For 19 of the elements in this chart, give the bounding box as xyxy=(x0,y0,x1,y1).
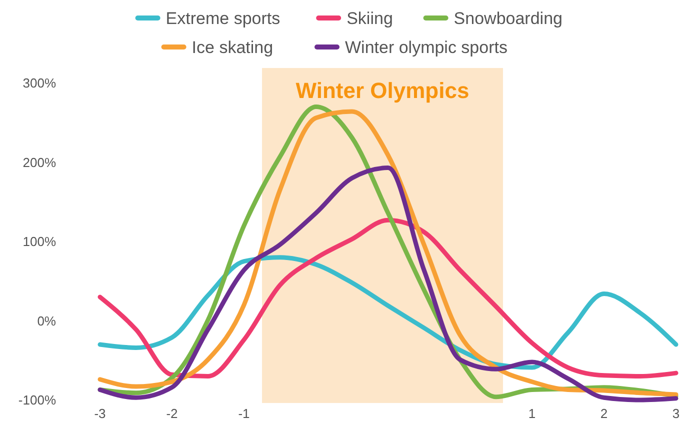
x-tick-label: 3 xyxy=(672,406,680,421)
legend-label: Extreme sports xyxy=(166,8,280,28)
x-tick-label: -3 xyxy=(94,406,106,421)
x-tick-label: 2 xyxy=(600,406,608,421)
x-tick-label: -2 xyxy=(166,406,178,421)
line-series xyxy=(98,218,678,378)
y-tick-label: 0% xyxy=(37,313,56,328)
x-tick-label: 1 xyxy=(528,406,536,421)
legend-label: Winter olympic sports xyxy=(345,38,508,57)
y-tick-label: 100% xyxy=(22,234,56,250)
legend-label: Snowboarding xyxy=(454,8,563,28)
legend-label: Skiing xyxy=(346,8,393,28)
x-tick-label: -1 xyxy=(238,406,250,421)
y-tick-label: -100% xyxy=(18,392,56,408)
y-tick-label: 200% xyxy=(22,154,56,170)
y-tick-label: 300% xyxy=(22,76,56,91)
annotation: Winter Olympics xyxy=(296,78,470,103)
line-series xyxy=(98,166,678,402)
legend-label: Ice skating xyxy=(192,38,274,57)
